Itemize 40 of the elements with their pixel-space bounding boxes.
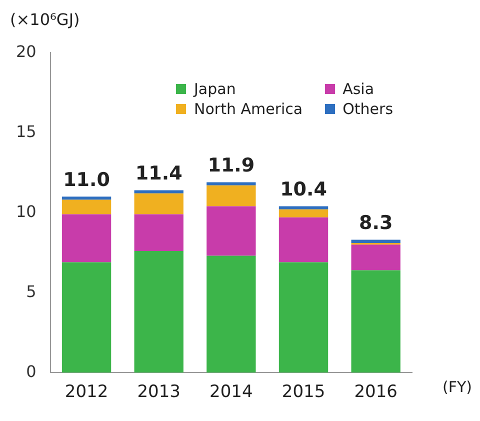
legend-label: Others: [342, 100, 394, 118]
bar: [351, 240, 400, 243]
bar: [134, 214, 184, 251]
x-axis-title: (FY): [442, 378, 472, 396]
bar: [351, 270, 400, 373]
bar: [206, 256, 256, 373]
bar: [62, 200, 112, 214]
y-tick-label: 20: [16, 42, 36, 61]
bar: [206, 206, 256, 256]
y-tick-label: 10: [16, 202, 36, 221]
x-tick-label: 2014: [210, 382, 253, 402]
bar: [278, 206, 328, 210]
y-axis-title: (×10⁶GJ): [10, 10, 80, 29]
total-label: 11.0: [63, 169, 110, 192]
bar: [62, 196, 112, 200]
y-tick-label: 15: [16, 122, 36, 141]
x-tick-label: 2015: [282, 382, 326, 402]
x-tick-label: 2013: [137, 382, 180, 402]
bar: [134, 251, 184, 373]
y-tick-label: 5: [26, 282, 36, 301]
bar: [134, 190, 184, 194]
total-label: 8.3: [359, 212, 393, 234]
legend-label: Japan: [194, 80, 236, 98]
total-label: 10.4: [280, 178, 327, 201]
total-label: 11.4: [135, 162, 182, 185]
bar: [278, 209, 328, 218]
y-tick-label: 0: [26, 362, 36, 381]
bar: [351, 244, 400, 270]
total-label: 11.9: [208, 154, 255, 177]
bar: [62, 214, 112, 262]
x-tick-label: 2016: [354, 382, 398, 402]
bar: [62, 262, 112, 373]
bar: [278, 217, 328, 262]
bar: [278, 262, 328, 373]
bar: [206, 185, 256, 206]
bar: [206, 182, 256, 186]
legend-label: North America: [194, 100, 303, 118]
legend-label: Asia: [342, 80, 374, 98]
bar: [134, 193, 184, 214]
x-tick-label: 2012: [64, 382, 108, 402]
